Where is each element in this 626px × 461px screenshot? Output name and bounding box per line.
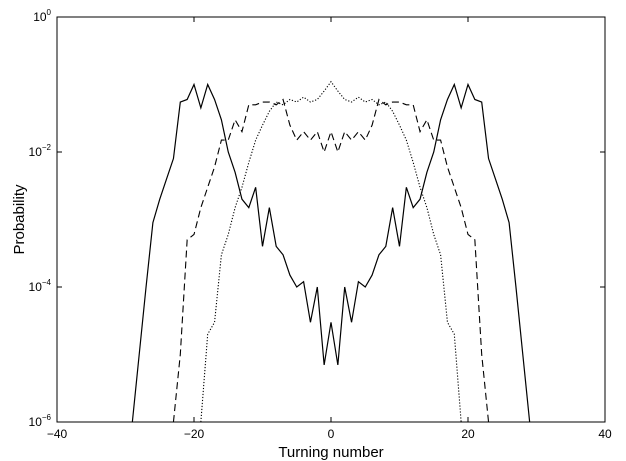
tick-labels: −40 −20 0 20 40 10−6 10−4 10−2 100	[29, 8, 612, 441]
y-tick-label: 10−2	[29, 143, 52, 159]
series-line-solid	[131, 82, 531, 423]
series-group	[131, 80, 531, 423]
plot-frame	[56, 16, 606, 423]
x-tick-label: 20	[461, 427, 475, 441]
x-axis-title: Turning number	[278, 444, 383, 461]
axis-ticks	[56, 16, 606, 423]
series-line-dashed	[172, 98, 490, 423]
x-tick-label: 0	[328, 427, 335, 441]
y-tick-label: 100	[33, 8, 51, 24]
series-line-dotted	[200, 80, 462, 423]
y-axis-title: Probability	[11, 184, 28, 255]
x-tick-label: 40	[598, 427, 612, 441]
x-tick-label: −20	[184, 427, 205, 441]
x-tick-label: −40	[47, 427, 68, 441]
y-tick-label: 10−6	[29, 413, 52, 429]
y-tick-label: 10−4	[29, 278, 52, 294]
